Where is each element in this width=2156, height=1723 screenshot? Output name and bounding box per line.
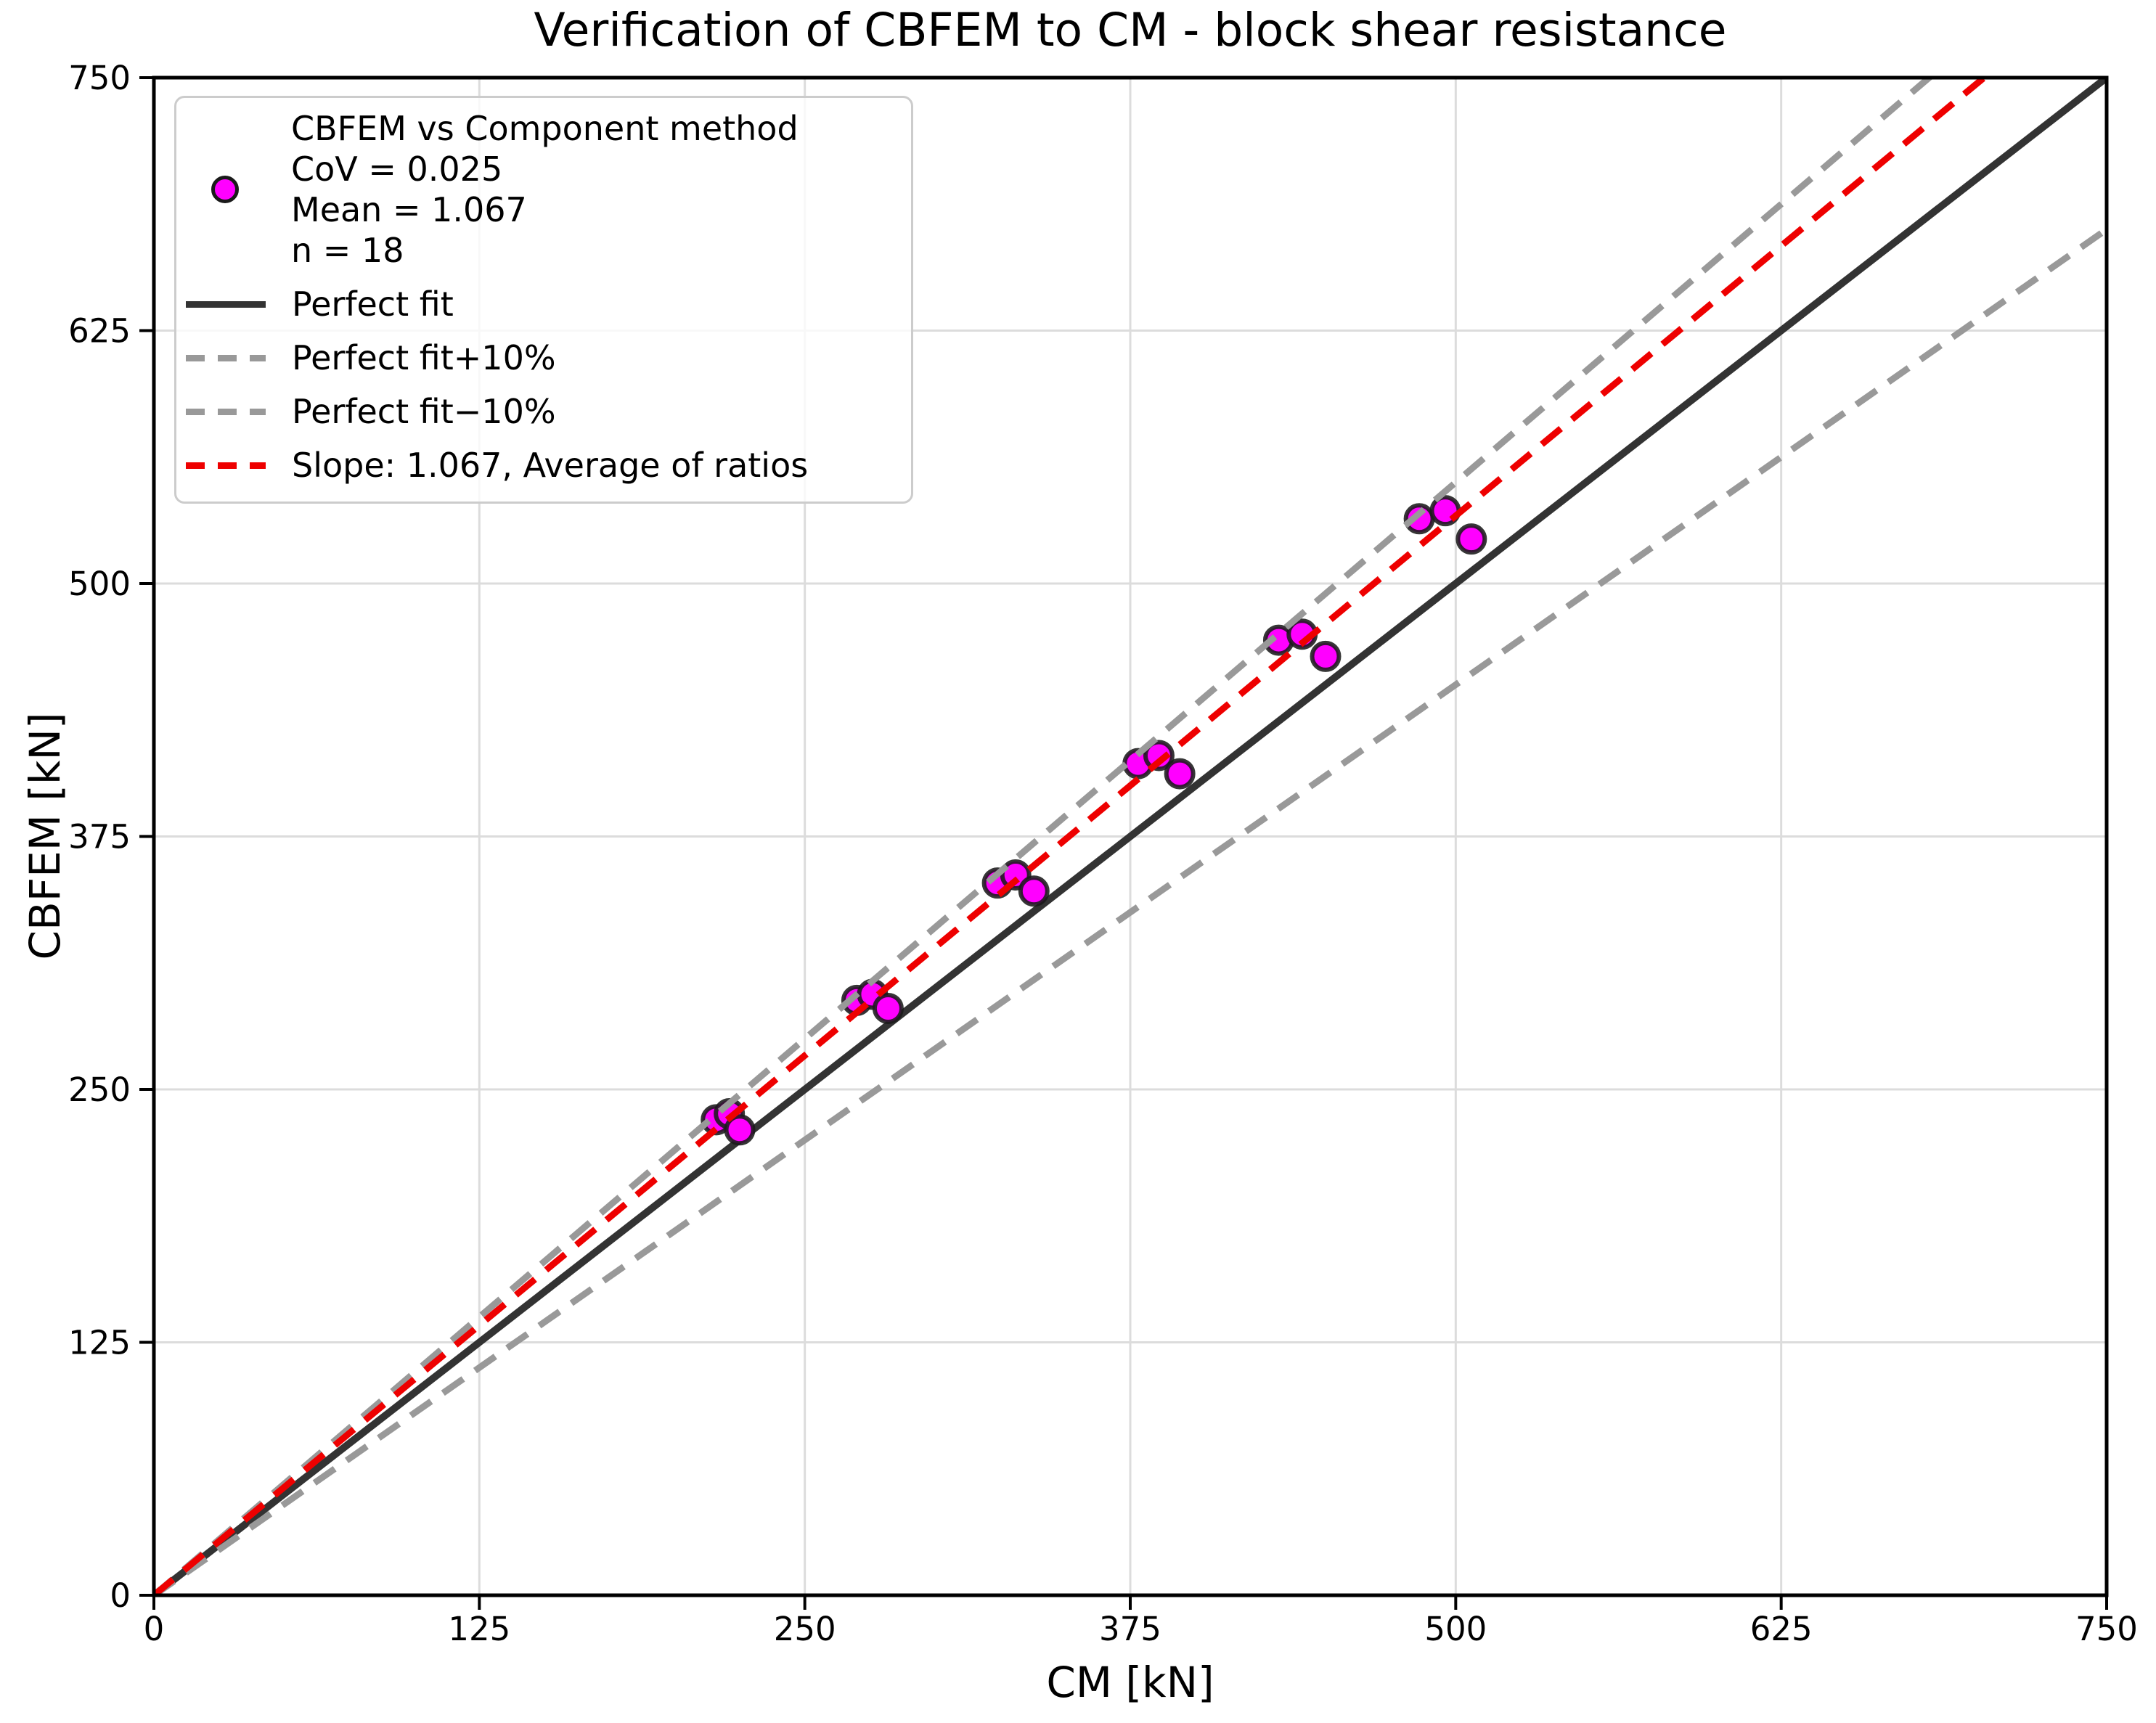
- scatter-marker-icon: [211, 176, 239, 203]
- y-tick-label: 625: [68, 312, 131, 351]
- legend-swatch-column: [185, 462, 292, 469]
- legend-entry-scatter: CBFEM vs Component method CoV = 0.025 Mean…: [185, 108, 897, 271]
- perfect-fit-plus-10-line-icon: [186, 354, 266, 361]
- x-tick-label: 625: [1750, 1610, 1813, 1648]
- perfect-fit-minus-10-line-icon: [186, 408, 266, 415]
- perfect-fit-minus-10-line: [154, 226, 2107, 1595]
- data-point: [1018, 875, 1050, 907]
- legend-label-line: n = 18: [291, 231, 404, 270]
- x-tick-label: 500: [1424, 1610, 1487, 1648]
- y-tick-label: 500: [68, 565, 131, 603]
- data-point: [1455, 523, 1487, 555]
- x-tick-label: 750: [2075, 1610, 2138, 1648]
- perfect-fit-line-icon: [186, 300, 266, 308]
- legend-swatch-column: [185, 408, 292, 415]
- chart-title: Verification of CBFEM to CM - block shea…: [534, 4, 1727, 57]
- legend-swatch-column: [185, 300, 292, 308]
- legend-entry-perfect-fit: Perfect fit: [185, 284, 897, 324]
- y-tick-label: 0: [110, 1576, 131, 1615]
- x-tick-label: 250: [774, 1610, 836, 1648]
- data-layer: [154, 78, 2107, 1595]
- x-tick-label: 375: [1099, 1610, 1161, 1648]
- legend-label-line: CBFEM vs Component method: [291, 109, 799, 148]
- legend-label-line: CoV = 0.025: [291, 150, 503, 189]
- y-tick-label: 750: [68, 59, 131, 97]
- legend-label-scatter: CBFEM vs Component method CoV = 0.025 Mean…: [291, 108, 799, 271]
- data-point: [872, 992, 904, 1024]
- y-axis-label: CBFEM [kN]: [20, 712, 70, 960]
- perfect-fit-line: [154, 78, 2107, 1595]
- axis-ticks: 0 125 250 375 500 625 750 0 125 250 375 500 625 750: [68, 59, 2138, 1648]
- data-point: [1164, 758, 1196, 790]
- legend-swatch-column: [185, 176, 291, 203]
- legend-label-line: Mean = 1.067: [291, 190, 527, 229]
- y-tick-label: 375: [68, 818, 131, 856]
- x-tick-label: 0: [144, 1610, 165, 1648]
- y-tick-label: 250: [68, 1071, 131, 1109]
- data-point: [724, 1114, 756, 1146]
- data-point: [1310, 640, 1342, 672]
- legend: CBFEM vs Component method CoV = 0.025 Mean…: [174, 96, 913, 504]
- legend-label-average-ratio-slope: Slope: 1.067, Average of ratios: [292, 446, 809, 485]
- legend-entry-perfect-fit-minus-10: Perfect fit−10%: [185, 391, 897, 432]
- legend-entry-perfect-fit-plus-10: Perfect fit+10%: [185, 337, 897, 378]
- y-tick-label: 125: [68, 1324, 131, 1362]
- legend-label-perfect-fit: Perfect fit: [292, 285, 454, 324]
- data-point: [1143, 740, 1175, 772]
- x-tick-label: 125: [448, 1610, 510, 1648]
- average-ratio-slope-line-icon: [186, 462, 266, 469]
- average-ratio-slope-line: [154, 78, 1990, 1595]
- perfect-fit-plus-10-line: [154, 78, 1935, 1595]
- legend-label-perfect-fit-minus-10: Perfect fit−10%: [292, 392, 556, 431]
- legend-label-perfect-fit-plus-10: Perfect fit+10%: [292, 338, 556, 377]
- x-axis-label: CM [kN]: [1046, 1658, 1214, 1707]
- legend-swatch-column: [185, 354, 292, 361]
- legend-entry-average-ratio-slope: Slope: 1.067, Average of ratios: [185, 445, 897, 486]
